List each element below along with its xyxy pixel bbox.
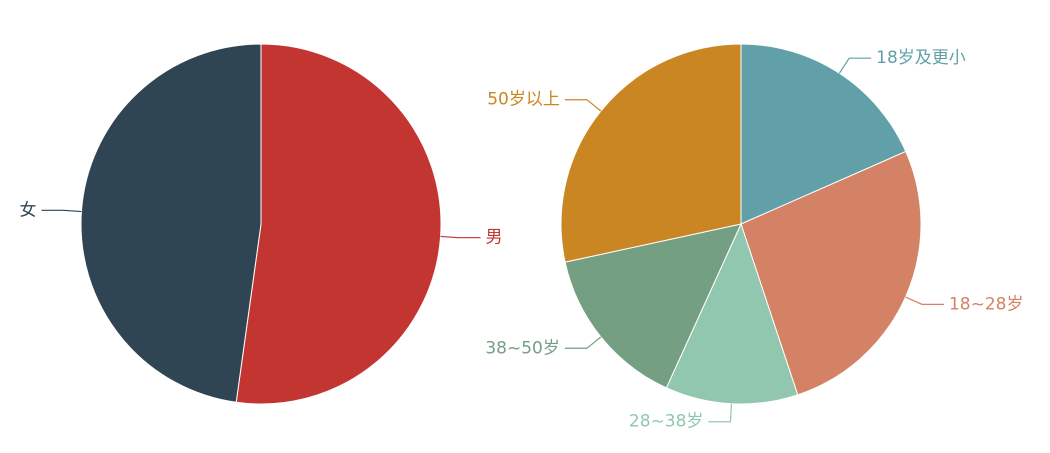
label-line-1-1 (905, 296, 944, 305)
slice-label-1-1: 18~28岁 (949, 294, 1024, 314)
label-line-1-3 (564, 336, 602, 349)
slice-label-0-0: 男 (486, 228, 503, 248)
gender-pie-chart: 男女 (19, 43, 503, 405)
slice-label-1-3: 38~50岁 (485, 338, 560, 358)
slice-label-1-4: 50岁以上 (487, 90, 560, 110)
slice-label-1-2: 28~38岁 (629, 412, 704, 432)
slice-label-1-0: 18岁及更小 (876, 48, 966, 68)
pie-slice-0-1[interactable] (80, 43, 262, 403)
pie-slice-1-3[interactable] (564, 223, 742, 389)
pie-slice-1-2[interactable] (665, 222, 799, 405)
label-line-1-4 (564, 99, 602, 112)
pie-slice-1-1[interactable] (740, 150, 922, 396)
slice-label-0-1: 女 (19, 200, 36, 220)
age-pie-chart: 18岁及更小 18~28岁 28~38岁 38~50岁 50岁以上 (485, 43, 1024, 432)
label-line-0-1 (41, 209, 82, 213)
pie-slice-0-0[interactable] (235, 43, 442, 405)
pie-slice-1-0[interactable] (740, 43, 907, 225)
pie-slice-1-4[interactable] (560, 43, 742, 263)
label-line-0-0 (440, 235, 481, 239)
label-line-1-0 (838, 57, 872, 74)
label-line-1-2 (708, 403, 732, 423)
